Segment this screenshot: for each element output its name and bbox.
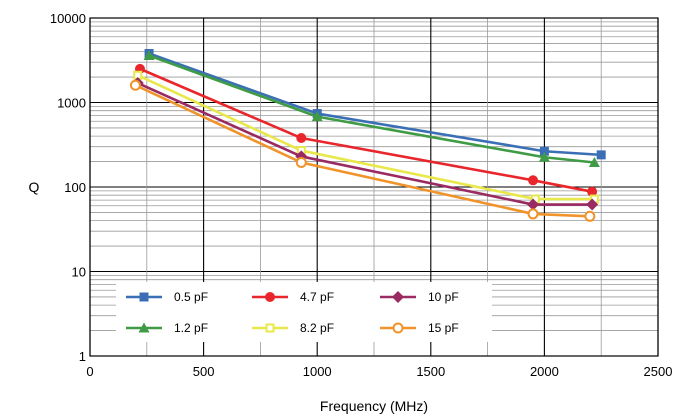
data-point-marker <box>588 156 600 167</box>
series-line <box>148 54 595 164</box>
legend-swatch-marker <box>138 322 150 333</box>
legend-item: 0.5 pF <box>126 290 208 304</box>
y-tick-label: 1000 <box>57 96 86 111</box>
series-line <box>137 81 593 206</box>
data-point-marker <box>586 198 599 211</box>
data-point-marker <box>129 79 141 91</box>
data-point-marker <box>527 198 540 211</box>
legend-item: 4.7 pF <box>252 290 334 304</box>
series-line <box>137 74 595 201</box>
plot-area-border <box>89 17 659 357</box>
legend-label: 10 pF <box>428 290 459 304</box>
data-point-marker <box>538 151 550 162</box>
y-tick-label: 100 <box>64 180 86 195</box>
x-tick-label: 0 <box>86 364 93 379</box>
legend-swatch-marker <box>265 292 275 302</box>
tick-labels: 0 500 1000 1500 2000 2500 1 10 100 1000 10000 <box>50 11 673 379</box>
x-axis-title: Frequency (MHz) <box>320 398 428 414</box>
y-tick-label: 1 <box>79 349 86 364</box>
x-tick-label: 2000 <box>530 364 559 379</box>
data-point-marker <box>143 49 155 60</box>
legend-label: 15 pF <box>428 321 459 335</box>
legend-label: 4.7 pF <box>300 290 334 304</box>
data-point-marker <box>311 111 323 122</box>
legend-swatch-marker <box>265 323 275 333</box>
legend-item: 15 pF <box>380 321 459 335</box>
legend-label: 0.5 pF <box>174 290 208 304</box>
x-tick-label: 2500 <box>644 364 673 379</box>
y-tick-label: 10000 <box>50 11 86 26</box>
data-point-marker <box>295 156 307 168</box>
x-tick-label: 500 <box>193 364 215 379</box>
series-line <box>148 52 602 157</box>
data-point-marker <box>539 146 549 156</box>
series-15-pf <box>129 79 596 222</box>
data-point-marker <box>528 175 539 186</box>
y-tick-label: 10 <box>72 265 86 280</box>
series-line <box>139 67 593 193</box>
legend-swatch-marker <box>392 291 404 303</box>
data-point-marker <box>296 133 307 144</box>
y-axis-title: Q <box>29 179 40 195</box>
legend-label: 8.2 pF <box>300 321 334 335</box>
legend-box <box>116 282 492 342</box>
x-tick-label: 1500 <box>416 364 445 379</box>
series-1-2-pf <box>143 49 600 167</box>
legend-swatch-marker <box>392 322 404 334</box>
legend-item: 10 pF <box>380 290 459 304</box>
legend-swatch-marker <box>139 292 149 302</box>
legend: 0.5 pF 4.7 pF 10 pF 1.2 pF 8.2 pF 15 pF <box>116 282 492 342</box>
x-tick-label: 1000 <box>303 364 332 379</box>
legend-item: 8.2 pF <box>252 321 334 335</box>
data-point-marker <box>596 150 606 160</box>
data-point-marker <box>584 210 596 222</box>
data-point-marker <box>527 208 539 220</box>
series-layer <box>129 49 606 222</box>
data-point-marker <box>587 186 598 197</box>
legend-label: 1.2 pF <box>174 321 208 335</box>
legend-item: 1.2 pF <box>126 321 208 335</box>
series-line <box>134 84 590 218</box>
